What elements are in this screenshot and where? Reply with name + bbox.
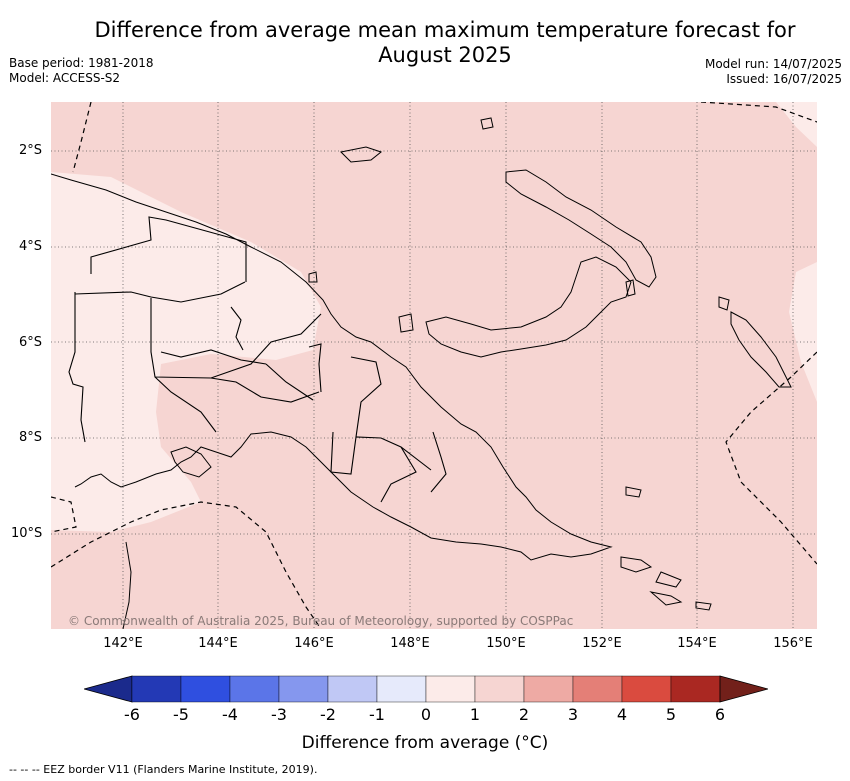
- light-zone-ne: [776, 102, 817, 147]
- d-entrecasteaux-islands: [620, 556, 682, 588]
- lon-label-148e: 148°E: [390, 636, 430, 651]
- lon-label-156e: 156°E: [773, 636, 813, 651]
- colorbar-tick: -4: [222, 705, 238, 724]
- trobriand-islands: [625, 486, 642, 498]
- small-island-4: [625, 279, 636, 297]
- light-zone-east: [789, 262, 817, 402]
- colorbar-tick: 3: [567, 705, 579, 724]
- colorbar-extend-high: [719, 675, 768, 703]
- colorbar-tick: 2: [518, 705, 530, 724]
- lon-label-144e: 144°E: [198, 636, 238, 651]
- model-name: Model: ACCESS-S2: [9, 71, 121, 85]
- torres-strait-coast: [122, 541, 132, 629]
- lon-label-146e: 146°E: [294, 636, 334, 651]
- small-island-3: [398, 313, 414, 333]
- map-canvas: [51, 102, 817, 629]
- colorbar: [84, 675, 768, 703]
- lon-label-154e: 154°E: [677, 636, 717, 651]
- colorbar-cell: [376, 675, 427, 703]
- eez-legend: -- -- -- EEZ border V11 (Flanders Marine…: [9, 763, 318, 776]
- base-info: Base period: 1981-2018 Model: ACCESS-S2: [9, 56, 154, 86]
- colorbar-tick: -5: [173, 705, 189, 724]
- light-zone-west: [51, 172, 321, 532]
- run-info: Model run: 14/07/2025 Issued: 16/07/2025: [705, 57, 842, 87]
- map-panel: [51, 102, 817, 629]
- lat-label-4s: 4°S: [19, 239, 43, 254]
- colorbar-extend-low: [84, 675, 133, 703]
- issued-date: Issued: 16/07/2025: [726, 72, 842, 86]
- colorbar-tick: 0: [420, 705, 432, 724]
- admin-borders: [68, 216, 447, 503]
- small-island-1: [480, 117, 494, 130]
- manus-island: [339, 146, 383, 163]
- colorbar-label: Difference from average (°C): [301, 733, 549, 753]
- lat-label-6s: 6°S: [19, 335, 43, 350]
- title-line-2: August 2025: [378, 43, 512, 67]
- title-line-1: Difference from average mean maximum tem…: [94, 18, 796, 42]
- colorbar-tick: -6: [124, 705, 140, 724]
- colorbar-tick: -2: [320, 705, 336, 724]
- colorbar-cell: [278, 675, 329, 703]
- colorbar-cell: [621, 675, 672, 703]
- colorbar-cell: [670, 675, 721, 703]
- colorbar-cell: [425, 675, 476, 703]
- graticule: [51, 102, 817, 629]
- lon-label-152e: 152°E: [582, 636, 622, 651]
- map-title: Difference from average mean maximum tem…: [60, 18, 830, 68]
- lat-label-10s: 10°S: [11, 526, 43, 541]
- new-ireland-island: [505, 169, 657, 288]
- colorbar-cell: [327, 675, 378, 703]
- colorbar-cell: [572, 675, 623, 703]
- colorbar-tick: 4: [616, 705, 628, 724]
- colorbar-cell: [180, 675, 231, 703]
- colorbar-tick: -3: [271, 705, 287, 724]
- colorbar-tick: -1: [369, 705, 385, 724]
- colorbar-tick: 5: [665, 705, 677, 724]
- colorbar-tick: 1: [469, 705, 481, 724]
- model-run: Model run: 14/07/2025: [704, 57, 842, 71]
- lat-label-2s: 2°S: [19, 143, 43, 158]
- lat-label-8s: 8°S: [19, 430, 43, 445]
- bougainville-island: [730, 311, 792, 388]
- eez-borders: [51, 102, 817, 629]
- copyright-credit: © Commonwealth of Australia 2025, Bureau…: [68, 614, 574, 628]
- fly-river-delta: [170, 446, 212, 478]
- colorbar-tick: 6: [714, 705, 726, 724]
- louisiade-islands: [649, 591, 712, 611]
- colorbar-cell: [229, 675, 280, 703]
- lon-label-150e: 150°E: [486, 636, 526, 651]
- colorbar-cell: [131, 675, 182, 703]
- colorbar-cell: [474, 675, 525, 703]
- small-island-2: [308, 271, 318, 283]
- new-britain-island: [425, 256, 632, 358]
- buka-island: [718, 296, 730, 311]
- lon-label-142e: 142°E: [103, 636, 143, 651]
- colorbar-cell: [523, 675, 574, 703]
- base-period: Base period: 1981-2018: [9, 56, 154, 70]
